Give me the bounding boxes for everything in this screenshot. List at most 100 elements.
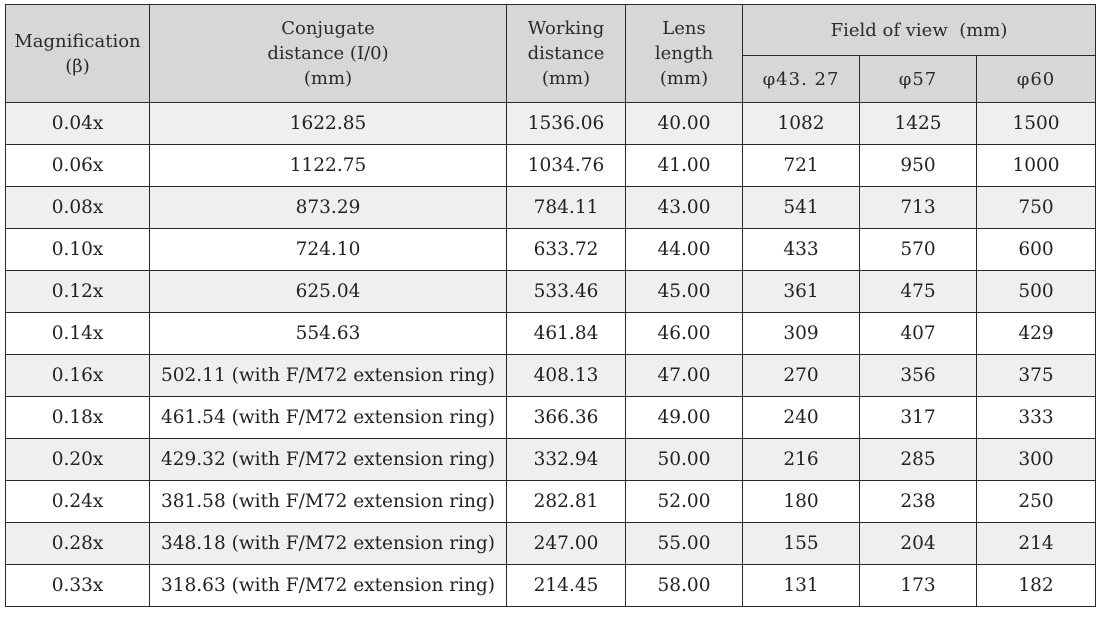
table-row: 0.12x 625.04 533.46 45.00 361 475 500 [5,270,1097,313]
table-row: 0.14x 554.63 461.84 46.00 309 407 429 [5,312,1097,355]
cell-fov-60: 750 [975,186,1097,229]
cell-fov-43-27: 361 [742,270,860,313]
header-row-top: Magnification (β) Conjugate distance (I/… [5,4,1097,103]
cell-conjugate-distance: 554.63 [149,312,507,355]
cell-lens-length: 45.00 [625,270,743,313]
header-fov-57: φ57 [859,55,977,103]
cell-magnification: 0.04x [5,102,150,145]
table-row: 0.28x 348.18 (with F/M72 extension ring) 2… [5,522,1097,565]
cell-lens-length: 58.00 [625,564,743,607]
cell-working-distance: 214.45 [506,564,626,607]
header-magnification-line-2: (β) [65,55,90,77]
cell-working-distance: 784.11 [506,186,626,229]
cell-lens-length: 49.00 [625,396,743,439]
table-row: 0.24x 381.58 (with F/M72 extension ring) 2… [5,480,1097,523]
cell-lens-length: 52.00 [625,480,743,523]
cell-fov-57: 1425 [859,102,977,145]
cell-working-distance: 1034.76 [506,144,626,187]
cell-conjugate-distance: 348.18 (with F/M72 extension ring) [149,522,507,565]
header-fov-60: φ60 [975,55,1097,103]
cell-fov-43-27: 180 [742,480,860,523]
table-body: 0.04x 1622.85 1536.06 40.00 1082 1425 1500 0.06… [5,102,1097,607]
header-magnification-line-1: Magnification [14,30,141,52]
header-field-of-view: Field of view (mm) [741,4,1097,56]
cell-fov-60: 1500 [975,102,1097,145]
cell-fov-43-27: 240 [742,396,860,439]
header-lens-length-line-1: Lens [662,18,706,39]
cell-lens-length: 50.00 [625,438,743,481]
cell-magnification: 0.33x [5,564,150,607]
cell-fov-43-27: 270 [742,354,860,397]
header-working-distance: Working distance (mm) [506,4,626,103]
cell-conjugate-distance: 318.63 (with F/M72 extension ring) [149,564,507,607]
cell-working-distance: 247.00 [506,522,626,565]
cell-lens-length: 44.00 [625,228,743,271]
cell-fov-57: 356 [859,354,977,397]
cell-lens-length: 41.00 [625,144,743,187]
cell-lens-length: 47.00 [625,354,743,397]
table-row: 0.18x 461.54 (with F/M72 extension ring) 3… [5,396,1097,439]
cell-fov-60: 250 [975,480,1097,523]
header-lens-length-line-3: (mm) [659,68,709,89]
cell-magnification: 0.14x [5,312,150,355]
header-row-sub: φ43. 27 φ57 φ60 [6,55,1097,103]
cell-magnification: 0.12x [5,270,150,313]
cell-conjugate-distance: 429.32 (with F/M72 extension ring) [149,438,507,481]
table-row: 0.10x 724.10 633.72 44.00 433 570 600 [5,228,1097,271]
cell-conjugate-distance: 873.29 [149,186,507,229]
cell-magnification: 0.20x [5,438,150,481]
cell-working-distance: 1536.06 [506,102,626,145]
cell-magnification: 0.24x [5,480,150,523]
cell-fov-57: 950 [859,144,977,187]
cell-conjugate-distance: 502.11 (with F/M72 extension ring) [149,354,507,397]
cell-fov-43-27: 216 [742,438,860,481]
table-row: 0.06x 1122.75 1034.76 41.00 721 950 1000 [5,144,1097,187]
cell-magnification: 0.18x [5,396,150,439]
cell-working-distance: 282.81 [506,480,626,523]
cell-conjugate-distance: 1122.75 [149,144,507,187]
cell-fov-60: 500 [975,270,1097,313]
cell-fov-57: 285 [859,438,977,481]
cell-fov-60: 375 [975,354,1097,397]
cell-fov-60: 214 [975,522,1097,565]
cell-fov-60: 429 [975,312,1097,355]
header-working-line-3: (mm) [541,68,591,89]
cell-working-distance: 366.36 [506,396,626,439]
cell-magnification: 0.08x [5,186,150,229]
header-conjugate-line-3: (mm) [303,68,353,89]
cell-fov-57: 173 [859,564,977,607]
table-row: 0.33x 318.63 (with F/M72 extension ring) 2… [5,564,1097,607]
cell-fov-60: 600 [975,228,1097,271]
cell-fov-43-27: 541 [742,186,860,229]
cell-magnification: 0.06x [5,144,150,187]
header-working-line-1: Working [527,18,605,39]
cell-fov-43-27: 1082 [742,102,860,145]
table-header: Magnification (β) Conjugate distance (I/… [5,4,1097,103]
cell-fov-43-27: 131 [742,564,860,607]
cell-fov-57: 204 [859,522,977,565]
cell-lens-length: 43.00 [625,186,743,229]
cell-fov-60: 333 [975,396,1097,439]
header-conjugate-line-1: Conjugate [281,18,375,39]
cell-lens-length: 40.00 [625,102,743,145]
cell-conjugate-distance: 625.04 [149,270,507,313]
header-conjugate-distance: Conjugate distance (I/0) (mm) [149,4,507,103]
cell-working-distance: 533.46 [506,270,626,313]
cell-fov-57: 713 [859,186,977,229]
cell-fov-57: 317 [859,396,977,439]
cell-fov-60: 1000 [975,144,1097,187]
cell-fov-43-27: 309 [742,312,860,355]
header-magnification: Magnification (β) [5,4,150,103]
table-row: 0.16x 502.11 (with F/M72 extension ring) 4… [5,354,1097,397]
table-row: 0.20x 429.32 (with F/M72 extension ring) 3… [5,438,1097,481]
cell-conjugate-distance: 461.54 (with F/M72 extension ring) [149,396,507,439]
cell-conjugate-distance: 1622.85 [149,102,507,145]
cell-magnification: 0.10x [5,228,150,271]
cell-lens-length: 55.00 [625,522,743,565]
header-lens-length-line-2: length [654,43,714,64]
cell-fov-57: 475 [859,270,977,313]
cell-conjugate-distance: 381.58 (with F/M72 extension ring) [149,480,507,523]
cell-working-distance: 332.94 [506,438,626,481]
cell-working-distance: 461.84 [506,312,626,355]
header-conjugate-line-2: distance (I/0) [267,43,389,64]
